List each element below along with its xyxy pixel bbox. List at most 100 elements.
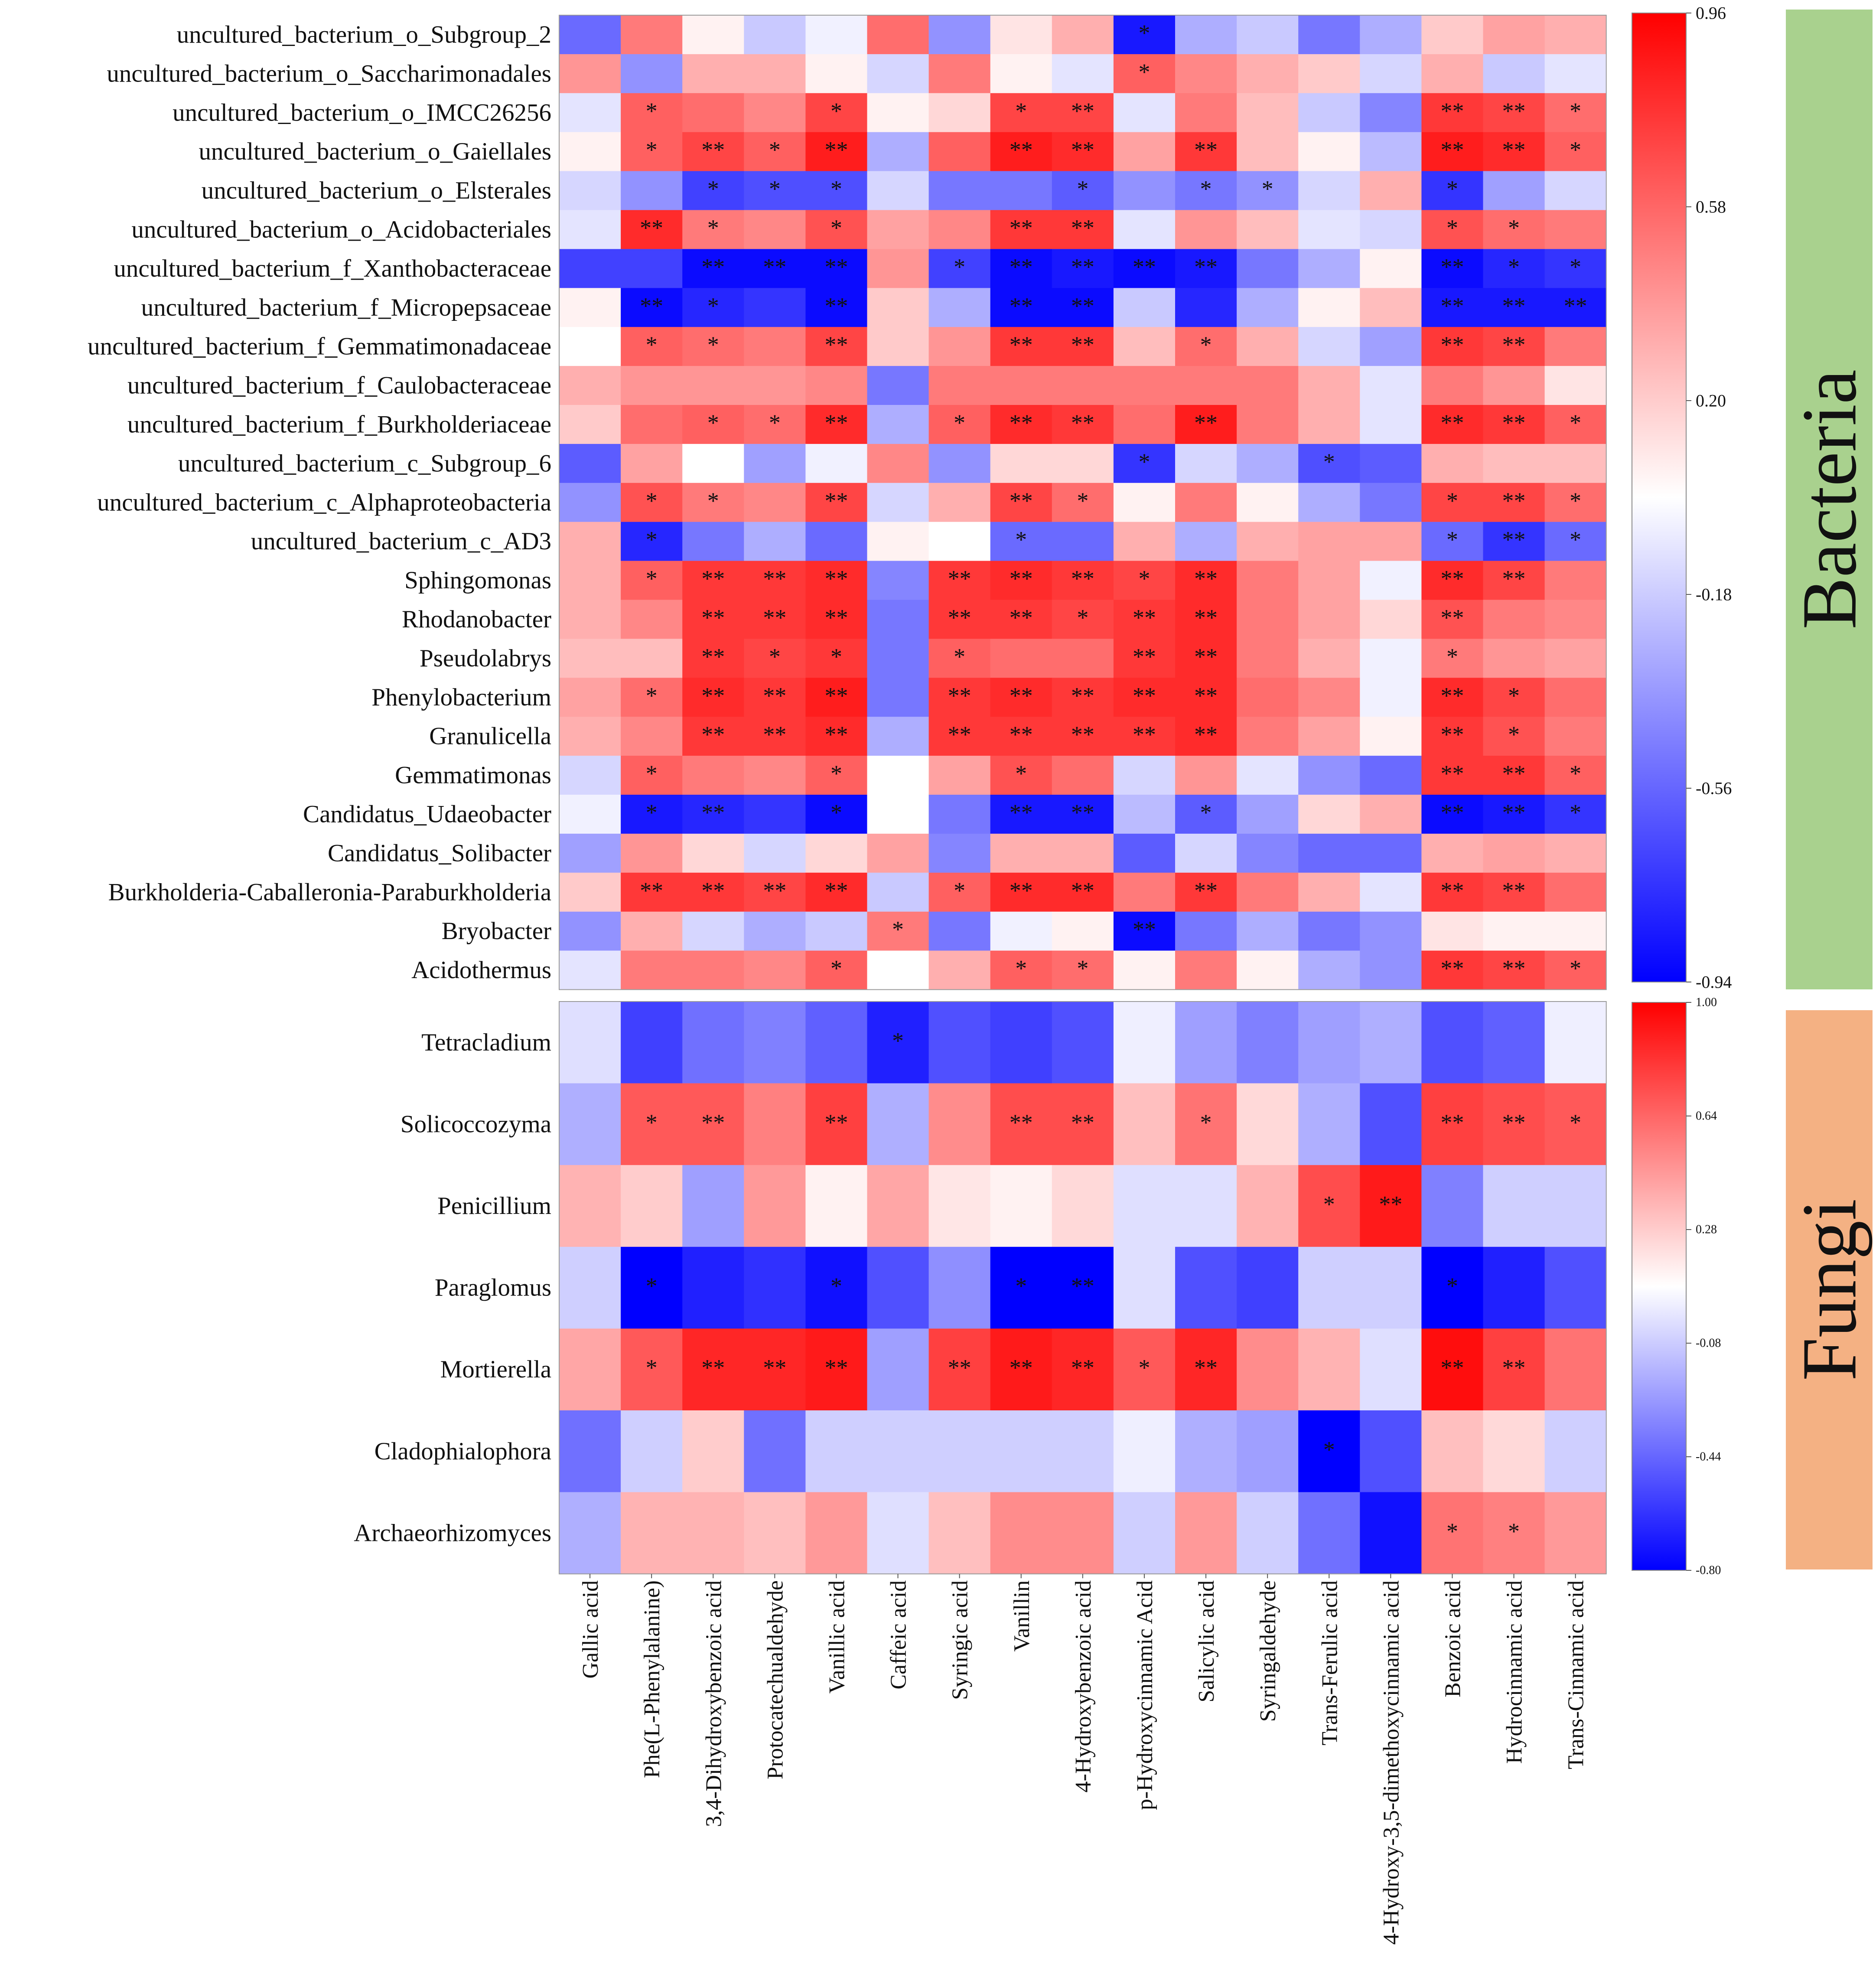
heatmap-cell <box>1544 249 1607 288</box>
heatmap-cell <box>1298 1410 1360 1493</box>
significance-mark: ** <box>1440 956 1464 982</box>
heatmap-cell <box>1175 795 1237 834</box>
heatmap-cell <box>1421 327 1484 366</box>
bacteria-colorbar: 0.96 0.58 0.20 -0.18 -0.56 -0.94 <box>1632 3 1732 992</box>
heatmap-cell <box>1360 210 1422 249</box>
heatmap-cell <box>1237 639 1299 678</box>
significance-mark: * <box>1323 1436 1335 1462</box>
significance-mark: * <box>646 137 658 163</box>
heatmap-cell <box>682 483 744 522</box>
heatmap-border <box>559 15 1607 990</box>
significance-mark: ** <box>1440 721 1464 747</box>
heatmap-cell <box>1052 249 1114 288</box>
heatmap-cell <box>1237 15 1299 55</box>
heatmap-cell <box>990 249 1052 288</box>
heatmap-cell <box>1113 639 1176 678</box>
heatmap-cell <box>682 1246 744 1329</box>
heatmap-cell <box>682 1492 744 1574</box>
row-label-penicillium: Penicillium <box>437 1192 551 1220</box>
heatmap-cell <box>621 522 683 561</box>
significance-mark: ** <box>701 682 725 708</box>
heatmap-cell <box>621 1165 683 1247</box>
heatmap-cell <box>559 950 621 990</box>
heatmap-cell <box>805 1410 868 1493</box>
significance-mark: ** <box>1071 254 1094 280</box>
heatmap-cell <box>805 288 868 327</box>
significance-mark: * <box>1570 527 1581 553</box>
heatmap-cell <box>1175 171 1237 211</box>
significance-mark: * <box>1200 332 1212 358</box>
heatmap-cell <box>1483 1165 1545 1247</box>
heatmap-cell <box>1360 288 1422 327</box>
heatmap-cell <box>928 444 991 483</box>
heatmap-cell <box>928 54 991 94</box>
significance-mark: ** <box>1010 566 1033 592</box>
heatmap-cell <box>1237 756 1299 795</box>
heatmap-cell <box>1113 1328 1176 1411</box>
heatmap-cell <box>1544 327 1607 366</box>
heatmap-cell <box>805 444 868 483</box>
heatmap-cell <box>805 1083 868 1165</box>
heatmap-cell <box>1113 93 1176 133</box>
significance-mark: ** <box>1194 254 1218 280</box>
heatmap-cell <box>559 288 621 327</box>
heatmap-cell <box>1421 1328 1484 1411</box>
heatmap-cell <box>744 561 806 600</box>
heatmap-cell <box>1052 678 1114 717</box>
heatmap-cell <box>928 132 991 172</box>
row-label-pseudolabrys: Pseudolabrys <box>420 645 551 672</box>
heatmap-cell <box>621 483 683 522</box>
bacteria-panel <box>1786 10 1873 989</box>
significance-mark: * <box>646 1355 658 1381</box>
heatmap-cell <box>1298 54 1360 94</box>
significance-mark: * <box>646 682 658 708</box>
significance-mark: ** <box>1071 799 1094 825</box>
heatmap-cell <box>1360 249 1422 288</box>
heatmap-cell <box>1544 54 1607 94</box>
heatmap-cell <box>1113 911 1176 951</box>
significance-mark: * <box>707 488 719 514</box>
heatmap-cell <box>867 1410 929 1493</box>
heatmap-cell <box>1237 171 1299 211</box>
heatmap-cell <box>867 678 929 717</box>
heatmap-cell <box>682 288 744 327</box>
heatmap-cell <box>928 522 991 561</box>
colorbar-gradient <box>1632 13 1687 982</box>
significance-mark: * <box>1570 137 1581 163</box>
heatmap-cell <box>928 1002 991 1084</box>
heatmap-cell <box>1421 405 1484 444</box>
heatmap-cell <box>805 1492 868 1574</box>
heatmap-cell <box>1483 54 1545 94</box>
heatmap-cell <box>1421 1246 1484 1329</box>
heatmap-cell <box>1298 795 1360 834</box>
heatmap-cell <box>744 288 806 327</box>
column-label-vanillic-acid: Vanillic acid <box>824 1580 849 1693</box>
heatmap-cell <box>1052 561 1114 600</box>
row-label-cladophialophora: Cladophialophora <box>375 1438 551 1465</box>
heatmap-cell <box>1421 756 1484 795</box>
significance-mark: ** <box>1194 566 1218 592</box>
heatmap-cell <box>928 405 991 444</box>
heatmap-cell <box>1360 833 1422 873</box>
heatmap-cell <box>559 1328 621 1411</box>
heatmap-cell <box>1298 444 1360 483</box>
heatmap-cell <box>1544 678 1607 717</box>
heatmap-cell <box>744 405 806 444</box>
heatmap-cell <box>805 795 868 834</box>
heatmap-cell <box>805 833 868 873</box>
heatmap-cell <box>928 1492 991 1574</box>
heatmap-cell <box>1237 1002 1299 1084</box>
significance-mark: ** <box>1440 98 1464 124</box>
row-label-uncultured-bacterium-c-ad3: uncultured_bacterium_c_AD3 <box>251 528 551 555</box>
heatmap-cell <box>621 171 683 211</box>
heatmap-cell <box>682 366 744 405</box>
heatmap-cell <box>1421 288 1484 327</box>
heatmap-cell <box>805 249 868 288</box>
heatmap-cell <box>1483 327 1545 366</box>
column-label-trans-cinnamic-acid: Trans-Cinnamic acid <box>1564 1580 1589 1769</box>
heatmap-cell <box>744 1165 806 1247</box>
significance-mark: ** <box>701 721 725 747</box>
heatmap-cell <box>1175 911 1237 951</box>
column-label-hydrocinnamic-acid: Hydrocinnamic acid <box>1502 1580 1527 1764</box>
heatmap-cell <box>1237 54 1299 94</box>
